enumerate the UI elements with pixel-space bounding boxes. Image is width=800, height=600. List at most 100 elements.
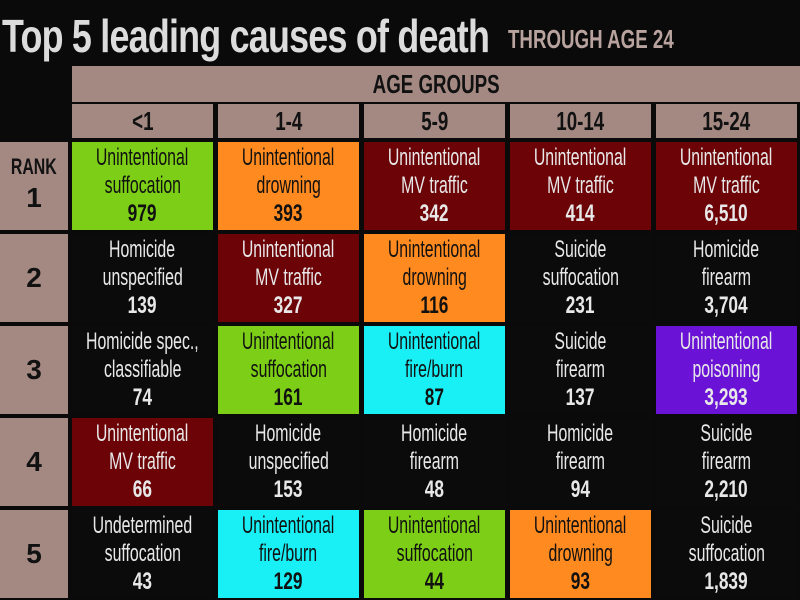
cause-label: Unintentional: [96, 144, 189, 171]
column-header: 15-24: [656, 104, 797, 138]
death-count: 74: [132, 384, 153, 411]
cause-cell: Unintentional suffocation 161: [218, 326, 359, 414]
cause-cell: Unintentional MV traffic 342: [364, 142, 505, 230]
cause-label: Homicide: [547, 420, 614, 447]
cause-label: suffocation: [542, 264, 619, 291]
age-groups-header: AGE GROUPS: [72, 66, 800, 102]
cause-cell: Suicide suffocation 1,839: [656, 510, 797, 598]
cause-label: firearm: [555, 448, 606, 475]
cause-cell: Unintentional suffocation 44: [364, 510, 505, 598]
cause-cell: Homicide spec., classifiable 74: [72, 326, 213, 414]
death-count: 87: [424, 384, 445, 411]
cause-label: Unintentional: [242, 236, 335, 263]
death-count: 94: [570, 476, 591, 503]
column-header-label: 10-14: [556, 105, 605, 136]
cause-label: Homicide: [693, 236, 760, 263]
death-count: 66: [132, 476, 153, 503]
cause-cell: Homicide unspecified 153: [218, 418, 359, 506]
cause-cell: Undetermined suffocation 43: [72, 510, 213, 598]
column-header: <1: [72, 104, 213, 138]
cause-label: firearm: [555, 356, 606, 383]
cause-label: Unintentional: [388, 236, 481, 263]
cause-label: Unintentional: [242, 144, 335, 171]
cause-label: Unintentional: [242, 328, 335, 355]
cause-cell: Unintentional MV traffic 414: [510, 142, 651, 230]
cause-label: fire/burn: [259, 540, 318, 567]
cause-cell: Unintentional fire/burn 87: [364, 326, 505, 414]
death-count: 161: [274, 384, 303, 411]
cause-label: firearm: [701, 448, 752, 475]
cause-label: Homicide spec.,: [86, 328, 199, 355]
cause-label: Unintentional: [388, 512, 481, 539]
column-header-label: <1: [131, 105, 154, 136]
cause-label: firearm: [701, 264, 752, 291]
title-bar: Top 5 leading causes of death: [0, 0, 800, 62]
chart-title: Top 5 leading causes of death: [2, 10, 490, 62]
column-header-label: 1-4: [274, 105, 303, 136]
cause-cell: Unintentional drowning 93: [510, 510, 651, 598]
death-count: 327: [274, 292, 303, 319]
cause-label: firearm: [409, 448, 460, 475]
cause-label: suffocation: [104, 540, 181, 567]
rank-number: 5: [0, 510, 68, 598]
column-header: 10-14: [510, 104, 651, 138]
cause-cell: Unintentional poisoning 3,293: [656, 326, 797, 414]
cause-label: Suicide: [554, 328, 607, 355]
cause-label: suffocation: [250, 356, 327, 383]
cause-label: Suicide: [700, 420, 753, 447]
cause-cell: Unintentional drowning 393: [218, 142, 359, 230]
death-count: 48: [424, 476, 445, 503]
cause-cell: Unintentional MV traffic 66: [72, 418, 213, 506]
rank-label: RANK: [11, 154, 57, 179]
cause-label: Suicide: [554, 236, 607, 263]
cause-cell: Unintentional fire/burn 129: [218, 510, 359, 598]
death-count: 139: [128, 292, 157, 319]
death-count: 153: [274, 476, 303, 503]
death-count: 393: [274, 200, 303, 227]
cause-cell: Homicide firearm 94: [510, 418, 651, 506]
rank-number: 1: [0, 142, 68, 230]
cause-label: Homicide: [401, 420, 468, 447]
rank-number: 2: [0, 234, 68, 322]
cause-label: classifiable: [103, 356, 182, 383]
cause-label: Homicide: [255, 420, 322, 447]
cause-label: MV traffic: [693, 172, 760, 199]
cause-cell: Homicide firearm 3,704: [656, 234, 797, 322]
cause-label: Undetermined: [92, 512, 193, 539]
cause-label: MV traffic: [547, 172, 614, 199]
death-count: 129: [274, 568, 303, 595]
death-count: 137: [566, 384, 595, 411]
cause-cell: Unintentional drowning 116: [364, 234, 505, 322]
cause-label: Unintentional: [96, 420, 189, 447]
cause-cell: Homicide firearm 48: [364, 418, 505, 506]
cause-label: Unintentional: [680, 328, 773, 355]
death-count: 979: [128, 200, 157, 227]
cause-cell: Homicide unspecified 139: [72, 234, 213, 322]
chart-subtitle: THROUGH AGE 24: [508, 24, 674, 54]
death-count: 116: [420, 292, 449, 319]
cause-label: suffocation: [688, 540, 765, 567]
cause-label: poisoning: [692, 356, 761, 383]
cause-label: Unintentional: [534, 512, 627, 539]
cause-cell: Suicide firearm 137: [510, 326, 651, 414]
death-count: 93: [570, 568, 591, 595]
cause-label: Unintentional: [388, 328, 481, 355]
rank-number: 4: [0, 418, 68, 506]
cause-label: drowning: [548, 540, 613, 567]
death-count: 6,510: [704, 200, 749, 227]
cause-label: fire/burn: [405, 356, 464, 383]
column-header: 1-4: [218, 104, 359, 138]
death-count: 3,704: [704, 292, 749, 319]
death-count: 1,839: [704, 568, 749, 595]
cause-label: MV traffic: [255, 264, 322, 291]
column-header-label: 5-9: [420, 105, 449, 136]
death-count: 2,210: [704, 476, 749, 503]
cause-label: suffocation: [104, 172, 181, 199]
death-count: 342: [420, 200, 449, 227]
death-count: 414: [566, 200, 595, 227]
cause-label: Unintentional: [680, 144, 773, 171]
cause-cell: Unintentional suffocation 979: [72, 142, 213, 230]
cause-label: unspecified: [248, 448, 329, 475]
death-count: 43: [132, 568, 153, 595]
cause-label: unspecified: [102, 264, 183, 291]
